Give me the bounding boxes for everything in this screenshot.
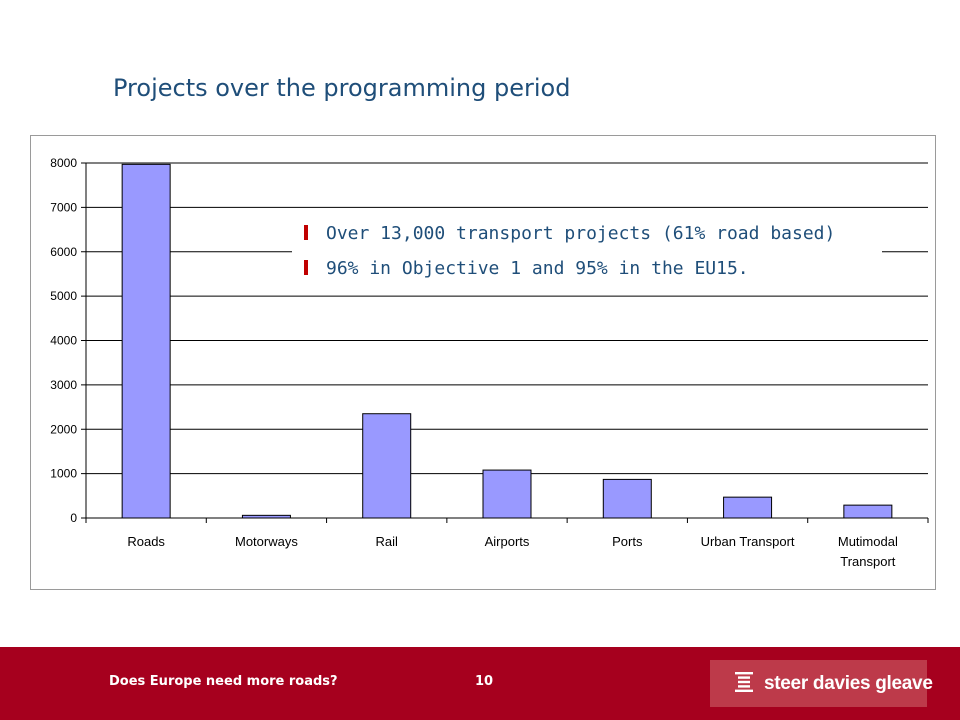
- bullet-text: Over 13,000 transport projects (61% road…: [326, 223, 836, 244]
- bar-mutimodal-transport: [843, 504, 893, 519]
- bullet-marker-icon: [304, 260, 308, 275]
- chart-area: 0 1000 2000 3000 4000 5000 6000 7000 8000 Roads Mo…: [30, 135, 936, 590]
- y-tick-label: 4000: [50, 334, 77, 348]
- y-tick-label: 1000: [50, 467, 77, 481]
- bar-ports: [602, 478, 652, 519]
- y-tick-label: 5000: [50, 289, 77, 303]
- bar-rail: [362, 413, 412, 519]
- logo-lines-icon: [735, 672, 753, 692]
- y-tick-label: 0: [70, 511, 77, 525]
- footer-caption: Does Europe need more roads?: [109, 674, 338, 689]
- tick-labels: 0 1000 2000 3000 4000 5000 6000 7000 8000 Roads Mo…: [50, 156, 898, 569]
- bullet-marker-icon: [304, 225, 308, 240]
- bar-chart: 0 1000 2000 3000 4000 5000 6000 7000 8000 Roads Mo…: [50, 156, 929, 569]
- x-tick-label: Mutimodal Transport: [838, 534, 898, 569]
- x-tick-label: Urban Transport: [701, 534, 795, 549]
- page-number: 10: [475, 674, 494, 689]
- bar-airports: [482, 469, 532, 519]
- axes: [81, 162, 929, 523]
- slide-title: Projects over the programming period: [113, 74, 571, 102]
- y-tick-label: 2000: [50, 422, 77, 436]
- x-tick-label: Motorways: [235, 534, 298, 549]
- logo-wordmark: steer davies gleave: [764, 673, 933, 694]
- gridlines: [86, 162, 928, 475]
- bars: [121, 163, 893, 519]
- y-tick-label: 6000: [50, 245, 77, 259]
- x-tick-label: Ports: [612, 534, 643, 549]
- bar-roads: [121, 163, 171, 519]
- y-tick-label: 8000: [50, 156, 77, 170]
- callout-box: Over 13,000 transport projects (61% road…: [292, 215, 882, 290]
- bullet-text: 96% in Objective 1 and 95% in the EU15.: [326, 258, 749, 279]
- bullet-item-1: Over 13,000 transport projects (61% road…: [304, 223, 835, 244]
- y-tick-label: 7000: [50, 200, 77, 214]
- bar-urban-transport: [723, 496, 773, 519]
- x-tick-label: Airports: [485, 534, 530, 549]
- x-tick-label: Roads: [127, 534, 165, 549]
- footer-bar: Does Europe need more roads? 10 steer da…: [0, 647, 960, 720]
- x-tick-label: Rail: [376, 534, 399, 549]
- company-logo: steer davies gleave: [710, 660, 933, 707]
- y-tick-label: 3000: [50, 378, 77, 392]
- bullet-item-2: 96% in Objective 1 and 95% in the EU15.: [304, 258, 749, 279]
